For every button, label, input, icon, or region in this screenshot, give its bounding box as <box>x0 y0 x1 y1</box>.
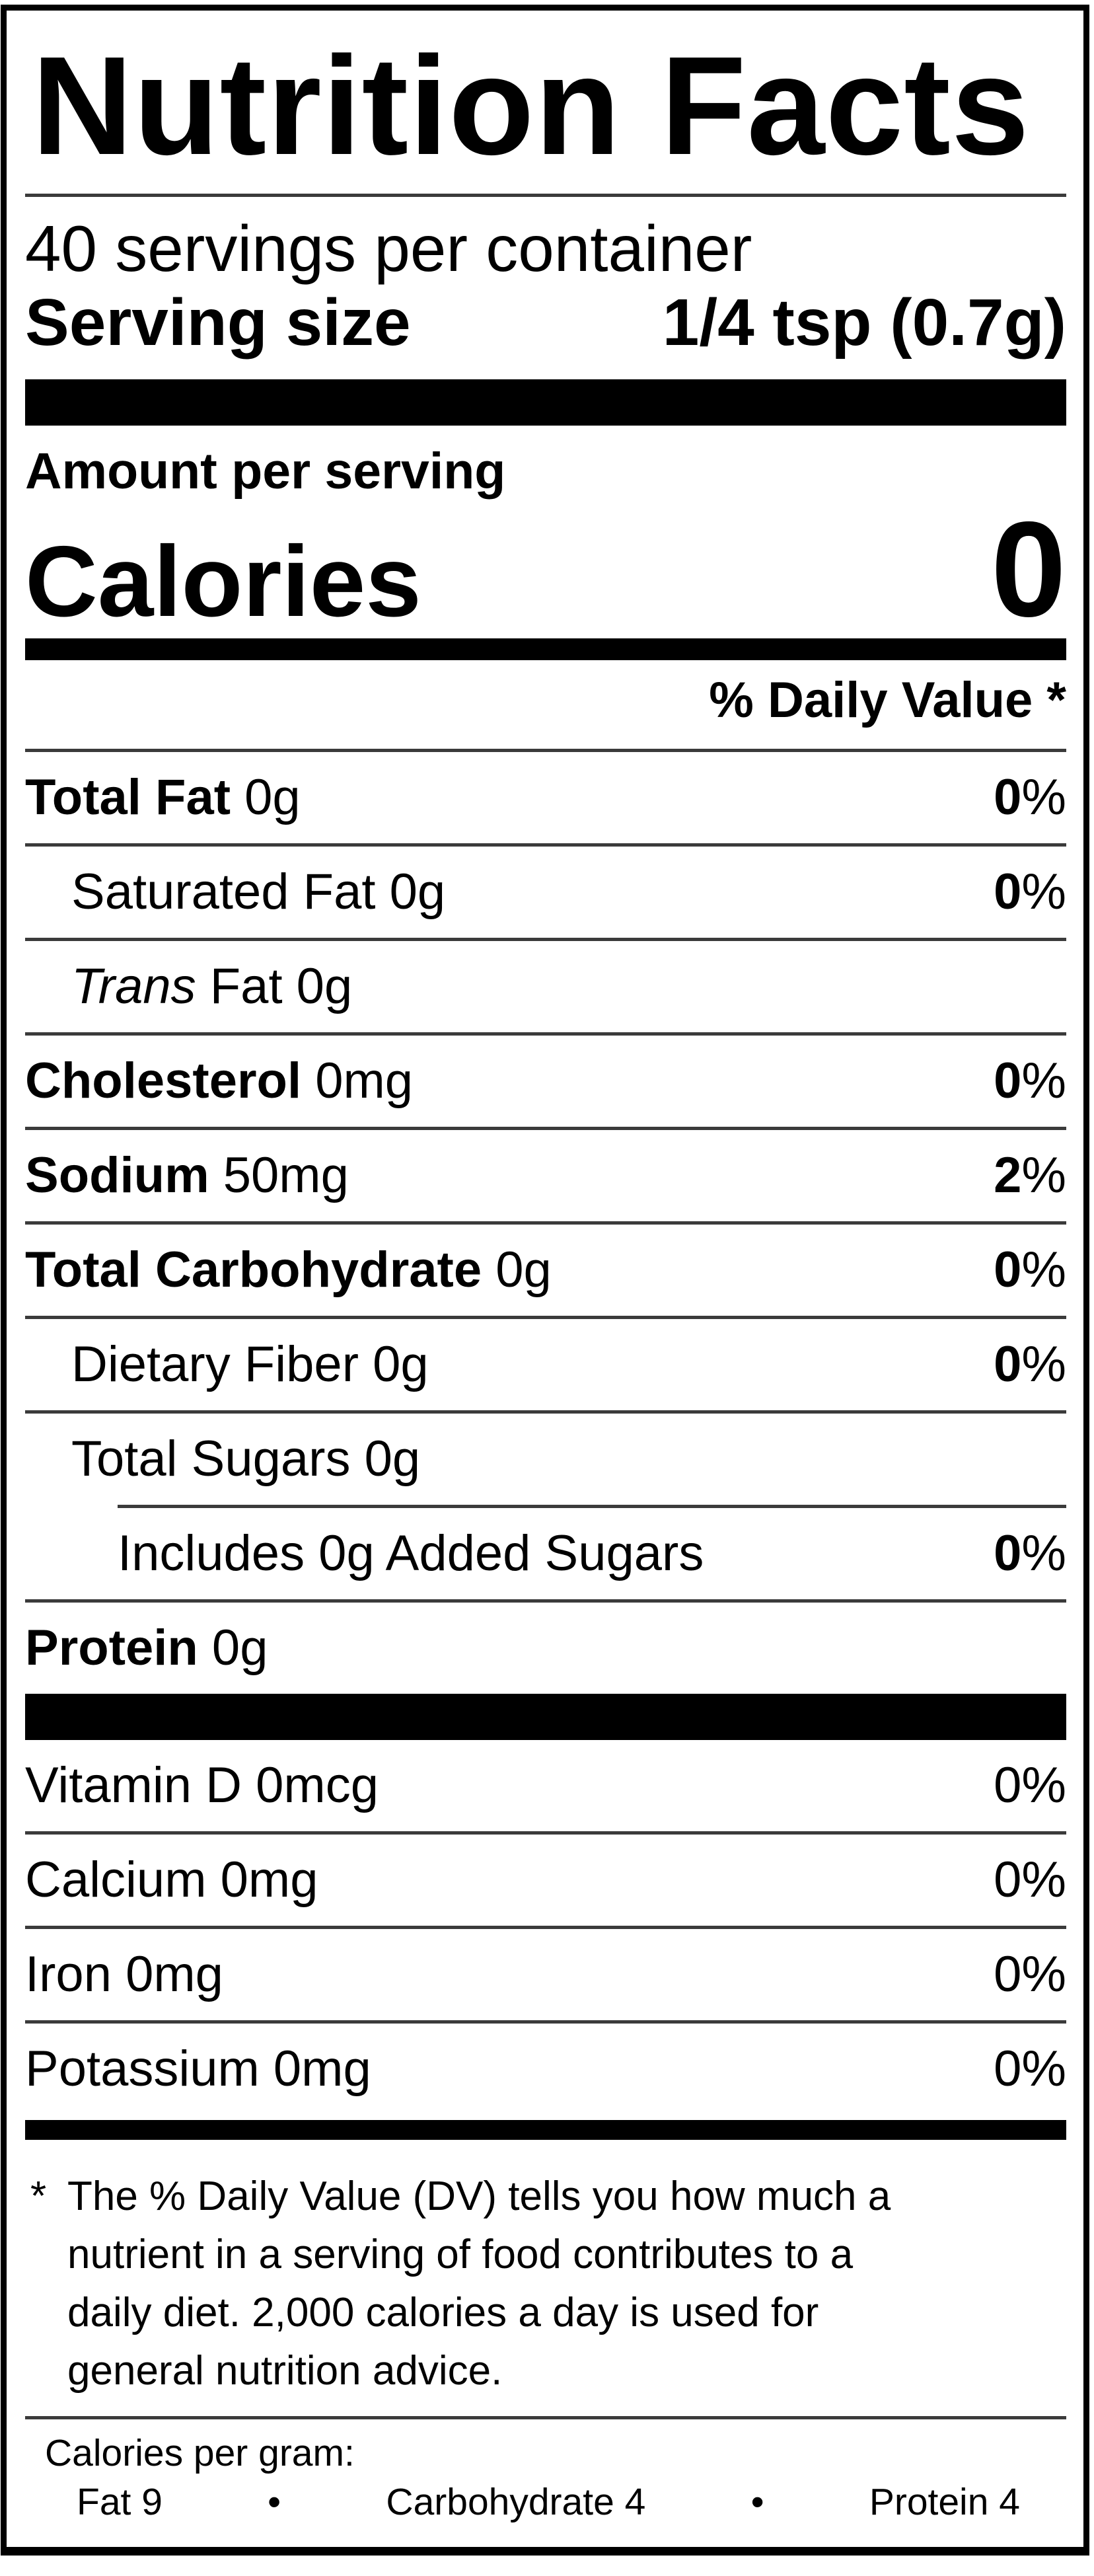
divider <box>25 843 1066 847</box>
footnote-line: nutrient in a serving of food contribute… <box>67 2232 854 2277</box>
footnote-text: The % Daily Value (DV) tells you how muc… <box>67 2168 1066 2400</box>
daily-value-header: % Daily Value * <box>709 672 1066 728</box>
nutrition-facts-label: Nutrition Facts 40 servings per containe… <box>1 5 1089 2556</box>
daily-value-footnote: * The % Daily Value (DV) tells you how m… <box>25 2168 1066 2400</box>
nutrient-row: Potassium 0mg 0% <box>25 2024 1066 2115</box>
medium-separator-bar <box>25 638 1066 660</box>
medium-separator-bar <box>25 2120 1066 2140</box>
nutrient-name: Protein 0g <box>25 1620 268 1676</box>
calories-per-gram-item: Carbohydrate 4 <box>386 2481 646 2523</box>
divider <box>25 1316 1066 1319</box>
daily-value-percent: 0% <box>994 1242 1066 1298</box>
nutrient-row: Total Carbohydrate 0g 0% <box>25 1225 1066 1316</box>
vitamin-rows-section: Vitamin D 0mcg 0% Calcium 0mg 0% Iron 0mg 0% P… <box>25 1740 1066 2115</box>
divider <box>25 2416 1066 2419</box>
calories-per-gram-heading: Calories per gram: <box>45 2432 355 2474</box>
nutrient-name: Vitamin D 0mcg <box>25 1757 379 1813</box>
nutrient-name: Sodium 50mg <box>25 1147 349 1203</box>
calories-per-gram-item: Fat 9 <box>77 2481 163 2523</box>
footnote-line: daily diet. 2,000 calories a day is used… <box>67 2290 819 2335</box>
calories-label: Calories <box>25 525 421 638</box>
nutrient-row: Iron 0mg 0% <box>25 1929 1066 2020</box>
nutrient-row: Saturated Fat 0g 0% <box>25 847 1066 938</box>
daily-value-percent: 0% <box>994 864 1066 920</box>
divider <box>25 1032 1066 1036</box>
divider <box>25 1926 1066 1929</box>
serving-size-label: Serving size <box>25 285 411 360</box>
nutrient-row: Protein 0g <box>25 1603 1066 1694</box>
nutrient-name: Total Fat 0g <box>25 769 301 825</box>
nutrient-row: Dietary Fiber 0g 0% <box>25 1319 1066 1410</box>
amount-per-serving-label: Amount per serving <box>25 443 506 500</box>
nutrient-row: Total Fat 0g 0% <box>25 752 1066 843</box>
daily-value-percent: 0% <box>994 1336 1066 1392</box>
calories-per-gram-item: Protein 4 <box>869 2481 1020 2523</box>
daily-value-percent: 2% <box>994 1147 1066 1203</box>
nutrient-name: Total Sugars 0g <box>71 1431 421 1487</box>
nutrient-name: Calcium 0mg <box>25 1852 318 1908</box>
bullet-separator: • <box>268 2481 281 2523</box>
nutrient-name: Potassium 0mg <box>25 2041 371 2097</box>
label-title: Nutrition Facts <box>32 27 1030 184</box>
nutrient-name: Dietary Fiber 0g <box>71 1336 429 1392</box>
divider <box>25 749 1066 752</box>
divider <box>25 2020 1066 2024</box>
nutrient-row: Total Sugars 0g <box>25 1414 1066 1505</box>
footnote-asterisk: * <box>30 2174 47 2219</box>
nutrient-row: Cholesterol 0mg 0% <box>25 1036 1066 1127</box>
daily-value-percent: 0% <box>994 769 1066 825</box>
nutrient-name: Cholesterol 0mg <box>25 1053 414 1109</box>
servings-per-container: 40 servings per container <box>25 212 752 285</box>
nutrient-row: Sodium 50mg 2% <box>25 1130 1066 1221</box>
daily-value-percent: 0% <box>994 1053 1066 1109</box>
nutrient-row: Calcium 0mg 0% <box>25 1835 1066 1926</box>
nutrient-row: Includes 0g Added Sugars 0% <box>25 1508 1066 1599</box>
nutrient-name: Iron 0mg <box>25 1946 223 2002</box>
thick-separator-bar <box>25 1694 1066 1740</box>
divider <box>25 194 1066 197</box>
daily-value-percent: 0% <box>994 1757 1066 1813</box>
daily-value-percent: 0% <box>994 1852 1066 1908</box>
nutrient-row: Trans Fat 0g <box>25 941 1066 1032</box>
daily-value-percent: 0% <box>994 1525 1066 1581</box>
serving-size-value: 1/4 tsp (0.7g) <box>662 285 1066 360</box>
divider <box>25 1221 1066 1225</box>
calories-per-gram-row: Fat 9 • Carbohydrate 4 • Protein 4 <box>25 2480 1066 2524</box>
divider <box>25 1410 1066 1414</box>
divider <box>25 1599 1066 1603</box>
thick-separator-bar <box>25 379 1066 426</box>
daily-value-percent: 0% <box>994 2041 1066 2097</box>
calories-value: 0 <box>990 494 1066 645</box>
bullet-separator: • <box>750 2481 764 2523</box>
footnote-line: general nutrition advice. <box>67 2348 503 2394</box>
nutrient-rows-section: Total Fat 0g 0% Saturated Fat 0g 0% Trans Fa… <box>25 752 1066 1694</box>
nutrient-row: Vitamin D 0mcg 0% <box>25 1740 1066 1831</box>
nutrient-name: Includes 0g Added Sugars <box>118 1525 704 1581</box>
serving-size-row: Serving size 1/4 tsp (0.7g) <box>25 285 1066 360</box>
footnote-line: The % Daily Value (DV) tells you how muc… <box>67 2174 891 2219</box>
calories-row: Calories 0 <box>25 501 1066 638</box>
divider <box>25 1831 1066 1835</box>
divider <box>118 1505 1066 1508</box>
nutrient-name: Saturated Fat 0g <box>71 864 446 920</box>
divider <box>25 1127 1066 1130</box>
nutrient-name: Total Carbohydrate 0g <box>25 1242 552 1298</box>
nutrient-name: Trans Fat 0g <box>71 958 353 1014</box>
divider <box>25 938 1066 941</box>
daily-value-percent: 0% <box>994 1946 1066 2002</box>
